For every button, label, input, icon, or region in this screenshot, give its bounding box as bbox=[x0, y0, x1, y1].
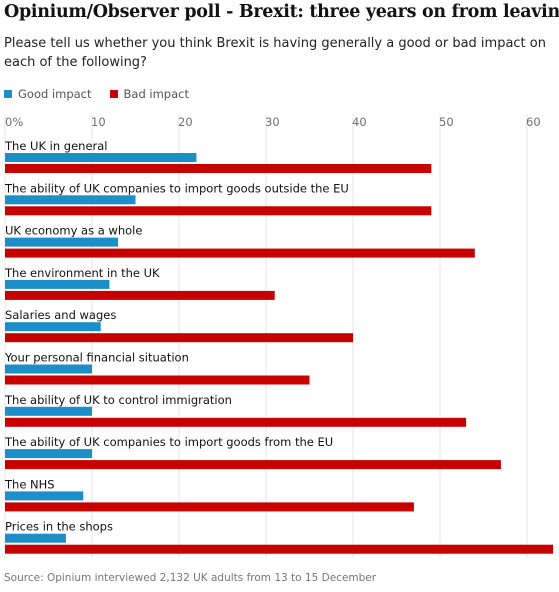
bar-good-impact bbox=[5, 491, 84, 501]
category-label: The environment in the UK bbox=[4, 266, 160, 280]
bar-bad-impact bbox=[5, 164, 432, 173]
category-label: Salaries and wages bbox=[5, 308, 116, 322]
x-tick-label: 20 bbox=[178, 115, 193, 129]
bar-good-impact bbox=[5, 406, 92, 416]
x-tick-label: 50 bbox=[439, 115, 454, 129]
bar-good-impact bbox=[5, 195, 136, 205]
x-tick-label: 30 bbox=[265, 115, 280, 129]
bar-good-impact bbox=[5, 449, 92, 459]
bar-bad-impact bbox=[5, 502, 414, 512]
source-note: Source: Opinium interviewed 2,132 UK adu… bbox=[4, 572, 377, 584]
x-tick-label: 60 bbox=[526, 115, 541, 129]
bar-good-impact bbox=[5, 237, 119, 247]
legend-label-good: Good impact bbox=[18, 87, 92, 101]
x-tick-label: 10 bbox=[91, 115, 106, 129]
category-label: The UK in general bbox=[4, 139, 108, 153]
bar-good-impact bbox=[5, 364, 92, 374]
bar-bad-impact bbox=[5, 544, 554, 554]
legend-swatch-bad bbox=[109, 90, 118, 98]
legend-item-bad: Bad impact bbox=[109, 87, 189, 101]
legend-label-bad: Bad impact bbox=[123, 87, 189, 101]
category-label: UK economy as a whole bbox=[5, 224, 142, 238]
bar-bad-impact bbox=[5, 206, 432, 216]
legend-item-good: Good impact bbox=[4, 87, 92, 101]
legend: Good impact Bad impact bbox=[4, 86, 207, 102]
bar-good-impact bbox=[5, 153, 197, 162]
bar-bad-impact bbox=[5, 333, 353, 343]
bar-bad-impact bbox=[5, 375, 310, 385]
bar-bad-impact bbox=[5, 248, 475, 258]
category-label: The ability of UK companies to import go… bbox=[4, 435, 333, 449]
legend-swatch-good bbox=[4, 90, 12, 98]
category-label: The ability of UK to control immigration bbox=[4, 393, 232, 407]
chart-title: Opinium/Observer poll - Brexit: three ye… bbox=[4, 2, 559, 22]
bar-bad-impact bbox=[5, 460, 501, 470]
category-label: Prices in the shops bbox=[5, 520, 113, 534]
category-label: Your personal financial situation bbox=[4, 351, 189, 365]
bar-good-impact bbox=[5, 322, 101, 332]
x-tick-label: 40 bbox=[352, 115, 367, 129]
category-label: The ability of UK companies to import go… bbox=[4, 181, 349, 195]
bar-bad-impact bbox=[5, 417, 467, 427]
bar-bad-impact bbox=[5, 290, 275, 300]
chart-subtitle: Please tell us whether you think Brexit … bbox=[4, 36, 546, 70]
category-label: The NHS bbox=[4, 477, 55, 491]
bar-good-impact bbox=[5, 533, 66, 543]
x-tick-label: 0% bbox=[5, 115, 23, 129]
bar-good-impact bbox=[5, 279, 110, 289]
bar-chart: 0% 10 20 30 40 50 60 The UK in general The abili… bbox=[4, 114, 554, 558]
